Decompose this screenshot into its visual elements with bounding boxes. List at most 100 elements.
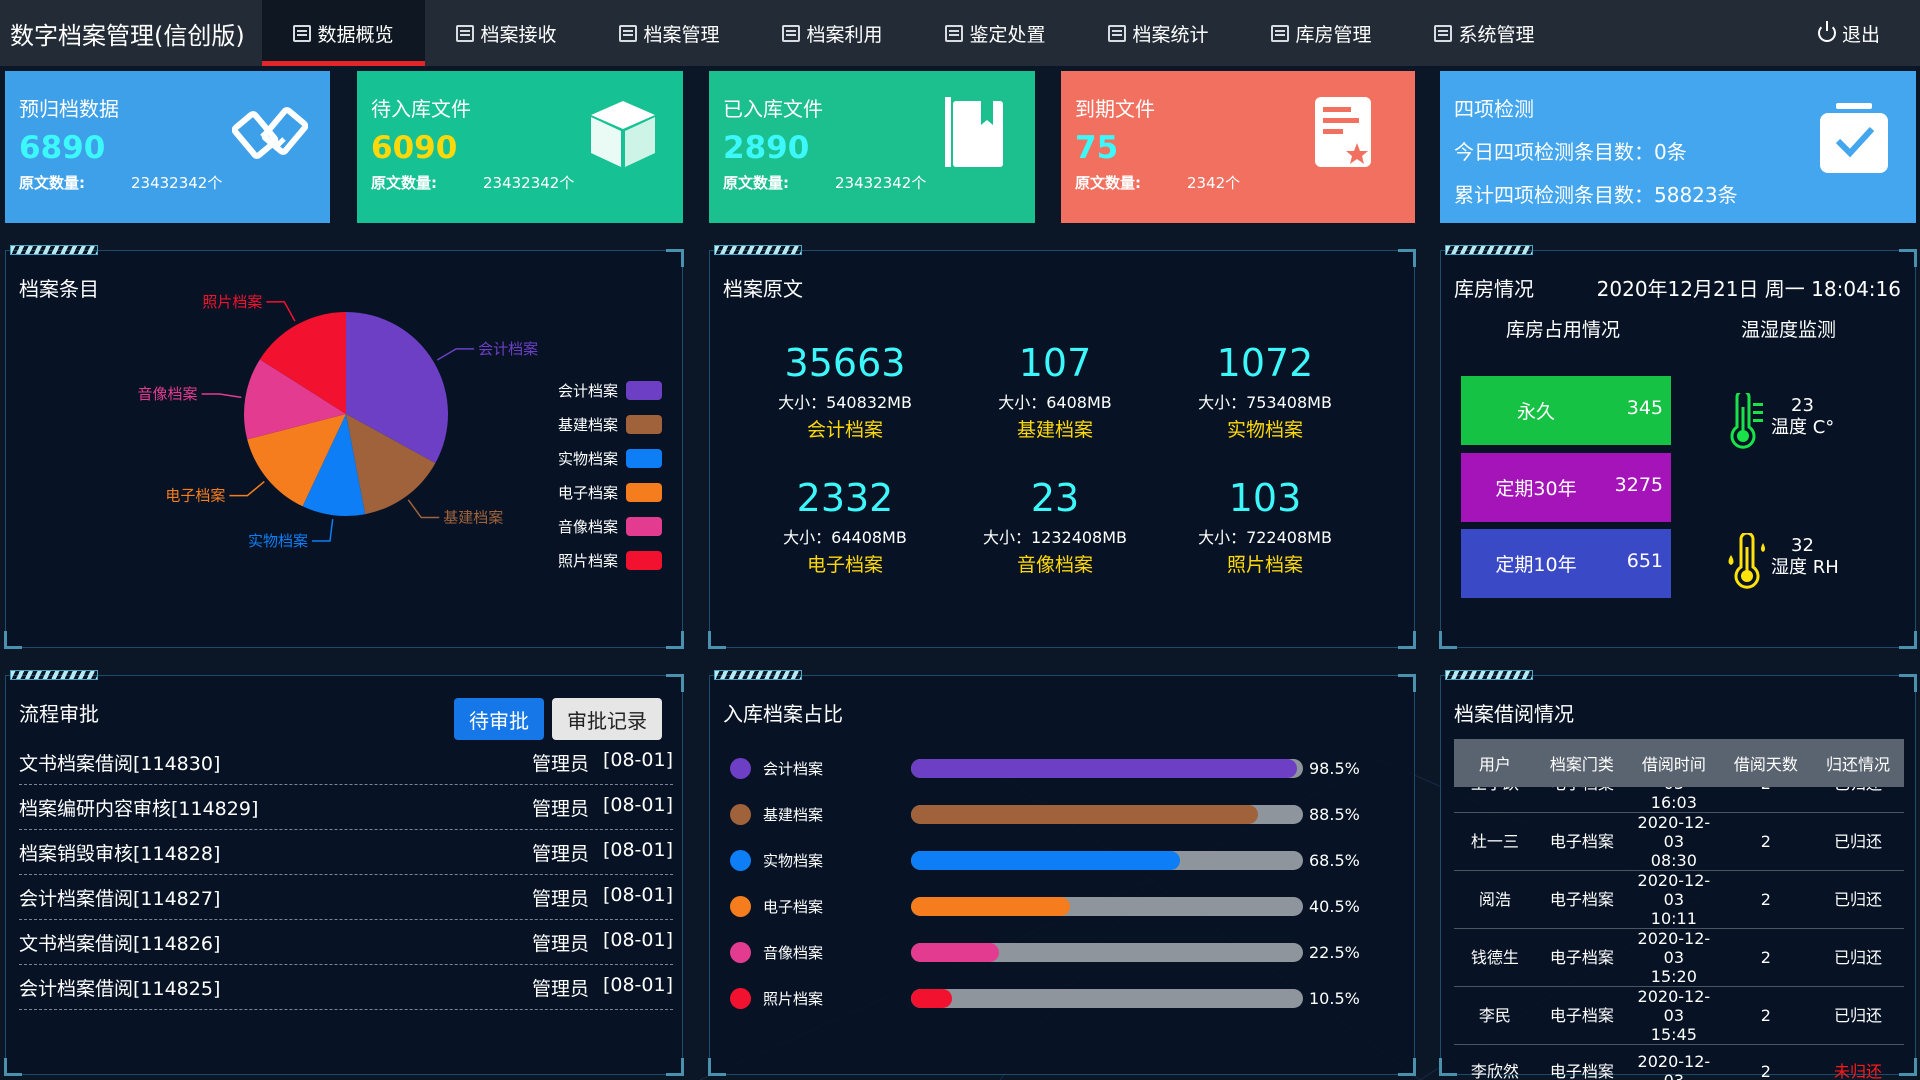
nav-item-system[interactable]: 系统管理 xyxy=(1403,0,1566,66)
approval-row[interactable]: 档案编研内容审核[114829] 管理员 [08-01] xyxy=(19,785,673,830)
storage-bar-permanent[interactable]: 永久 345 xyxy=(1461,376,1671,445)
original-item[interactable]: 35663 大小：540832MB 会计档案 xyxy=(740,341,950,442)
approval-row[interactable]: 文书档案借阅[114830] 管理员 [08-01] xyxy=(19,740,673,785)
table-header-cell: 档案门类 xyxy=(1535,739,1628,787)
ratio-percent: 10.5% xyxy=(1309,988,1360,1008)
storage-bar-10y[interactable]: 定期10年 651 xyxy=(1461,529,1671,598)
nav-item-receive[interactable]: 档案接收 xyxy=(425,0,588,66)
legend-item[interactable]: 实物档案 xyxy=(558,441,662,475)
pie-slice[interactable] xyxy=(247,414,346,507)
temperature-label: 温度 C° xyxy=(1771,417,1835,438)
legend-swatch xyxy=(626,516,662,536)
original-name: 基建档案 xyxy=(1016,419,1093,441)
approval-row[interactable]: 文书档案借阅[114826] 管理员 [08-01] xyxy=(19,920,673,965)
panel-tab-decoration xyxy=(10,670,98,680)
pie-leader-line xyxy=(201,393,242,399)
stat-card-expired[interactable]: 到期文件 75 原文数量: 2342个 xyxy=(1061,71,1415,223)
legend-label: 电子档案 xyxy=(557,483,618,502)
power-icon xyxy=(1817,21,1836,42)
ratio-dot xyxy=(730,987,751,1009)
stat-card-pending[interactable]: 待入库文件 6090 原文数量: 23432342个 xyxy=(357,71,683,223)
corner-decoration xyxy=(666,674,684,692)
table-row[interactable]: 王小跃电子档案2020-12-0316:032已归还 xyxy=(1454,787,1904,813)
approval-row[interactable]: 档案销毁审核[114828] 管理员 [08-01] xyxy=(19,830,673,875)
table-row[interactable]: 阅浩 电子档案 2020-12-03 10:11 2 已归还 xyxy=(1454,870,1904,929)
storage-bar-label: 定期10年 xyxy=(1495,554,1577,576)
corner-decoration xyxy=(4,1058,22,1076)
panel-tab-decoration xyxy=(714,670,802,680)
ratio-percent: 22.5% xyxy=(1309,942,1360,962)
four-check-card[interactable]: 四项检测 今日四项检测条目数：0条 累计四项检测条目数：58823条 xyxy=(1440,71,1916,223)
pie-slice[interactable] xyxy=(302,414,366,516)
borrow-table-scroll[interactable]: 王小跃电子档案2020-12-0316:032已归还杜一三电子档案2020-12… xyxy=(1441,787,1920,1080)
nav-item-overview[interactable]: 数据概览 xyxy=(262,0,425,66)
ratio-name: 电子档案 xyxy=(763,897,824,916)
ratio-name: 音像档案 xyxy=(763,943,824,962)
pie-leader-line xyxy=(266,301,296,322)
corner-decoration xyxy=(1398,249,1416,267)
ratio-row: 会计档案 98.5% xyxy=(730,745,1363,791)
approval-history-button[interactable]: 审批记录 xyxy=(552,698,662,740)
pending-approval-button[interactable]: 待审批 xyxy=(454,698,544,740)
original-name: 会计档案 xyxy=(806,419,883,441)
nav-item-appraise[interactable]: 鉴定处置 xyxy=(914,0,1077,66)
storage-bar-30y[interactable]: 定期30年 3275 xyxy=(1461,453,1671,522)
pie-slice-label: 电子档案 xyxy=(165,487,225,505)
nav-item-manage[interactable]: 档案管理 xyxy=(588,0,751,66)
pie-slice-label: 照片档案 xyxy=(202,293,262,311)
legend-label: 基建档案 xyxy=(557,415,618,434)
legend-label: 音像档案 xyxy=(557,517,618,536)
card-title: 预归档数据 xyxy=(19,97,119,121)
card-sub-label: 原文数量: xyxy=(371,174,437,192)
stat-card-prearchive[interactable]: 预归档数据 6890 原文数量: 23432342个 xyxy=(5,71,330,223)
approval-date: [08-01] xyxy=(602,973,673,996)
nav-item-utilize[interactable]: 档案利用 xyxy=(751,0,914,66)
humidity-label: 湿度 RH xyxy=(1771,557,1839,578)
cube-icon xyxy=(591,101,655,167)
legend-item[interactable]: 音像档案 xyxy=(558,509,662,543)
original-size: 大小：753408MB xyxy=(1198,393,1332,412)
table-cell: 电子档案 xyxy=(1535,812,1628,871)
legend-item[interactable]: 照片档案 xyxy=(558,543,662,577)
table-cell: 2020-12-03 15:45 xyxy=(1627,986,1720,1045)
table-row[interactable]: 杜一三 电子档案 2020-12-03 08:30 2 已归还 xyxy=(1454,812,1904,871)
pie-slice[interactable] xyxy=(346,414,436,515)
stat-card-stored[interactable]: 已入库文件 2890 原文数量: 23432342个 xyxy=(709,71,1035,223)
main-nav: 数据概览 档案接收 档案管理 档案利用 鉴定处置 档案统计 库房管理 系统管理 xyxy=(262,0,1566,66)
legend-label: 实物档案 xyxy=(557,449,618,468)
ratio-row: 电子档案 40.5% xyxy=(730,883,1363,929)
table-row[interactable]: 钱德生 电子档案 2020-12-03 15:20 2 已归还 xyxy=(1454,928,1904,987)
book-icon xyxy=(945,97,1003,167)
legend-item[interactable]: 基建档案 xyxy=(558,407,662,441)
nav-item-statistics[interactable]: 档案统计 xyxy=(1077,0,1240,66)
legend-item[interactable]: 会计档案 xyxy=(558,373,662,407)
original-item[interactable]: 1072 大小：753408MB 实物档案 xyxy=(1160,341,1370,442)
table-row[interactable]: 李民 电子档案 2020-12-03 15:45 2 已归还 xyxy=(1454,986,1904,1045)
logout-label: 退出 xyxy=(1841,23,1880,46)
thermometer-icon xyxy=(1730,393,1763,449)
legend-item[interactable]: 电子档案 xyxy=(558,475,662,509)
pie-slice[interactable] xyxy=(346,312,449,464)
approval-row[interactable]: 会计档案借阅[114825] 管理员 [08-01] xyxy=(19,965,673,1010)
table-cell: 2 xyxy=(1719,870,1812,929)
nav-item-warehouse[interactable]: 库房管理 xyxy=(1240,0,1403,66)
original-item[interactable]: 23 大小：1232408MB 音像档案 xyxy=(950,476,1160,577)
original-item[interactable]: 103 大小：722408MB 照片档案 xyxy=(1160,476,1370,577)
nav-label: 档案统计 xyxy=(1132,23,1209,46)
original-item[interactable]: 107 大小：6408MB 基建档案 xyxy=(950,341,1160,442)
pie-slice[interactable] xyxy=(259,312,346,414)
ratio-dot xyxy=(730,757,751,779)
borrow-date: 2020-12-03 xyxy=(1628,787,1720,793)
corner-decoration xyxy=(1398,631,1416,649)
corner-decoration xyxy=(1899,1058,1917,1076)
approval-meta: 管理员 [08-01] xyxy=(532,794,673,821)
original-item[interactable]: 2332 大小：64408MB 电子档案 xyxy=(740,476,950,577)
ratio-bar-list: 会计档案 98.5% 基建档案 88.5% 实物档案 68.5% 电子档案 40.5% 音像档案… xyxy=(730,745,1363,1021)
logout-button[interactable]: 退出 xyxy=(1817,0,1880,66)
ratio-name: 会计档案 xyxy=(763,759,824,778)
pie-slice[interactable] xyxy=(244,359,346,440)
approval-date: [08-01] xyxy=(602,883,673,906)
approval-row[interactable]: 会计档案借阅[114827] 管理员 [08-01] xyxy=(19,875,673,920)
